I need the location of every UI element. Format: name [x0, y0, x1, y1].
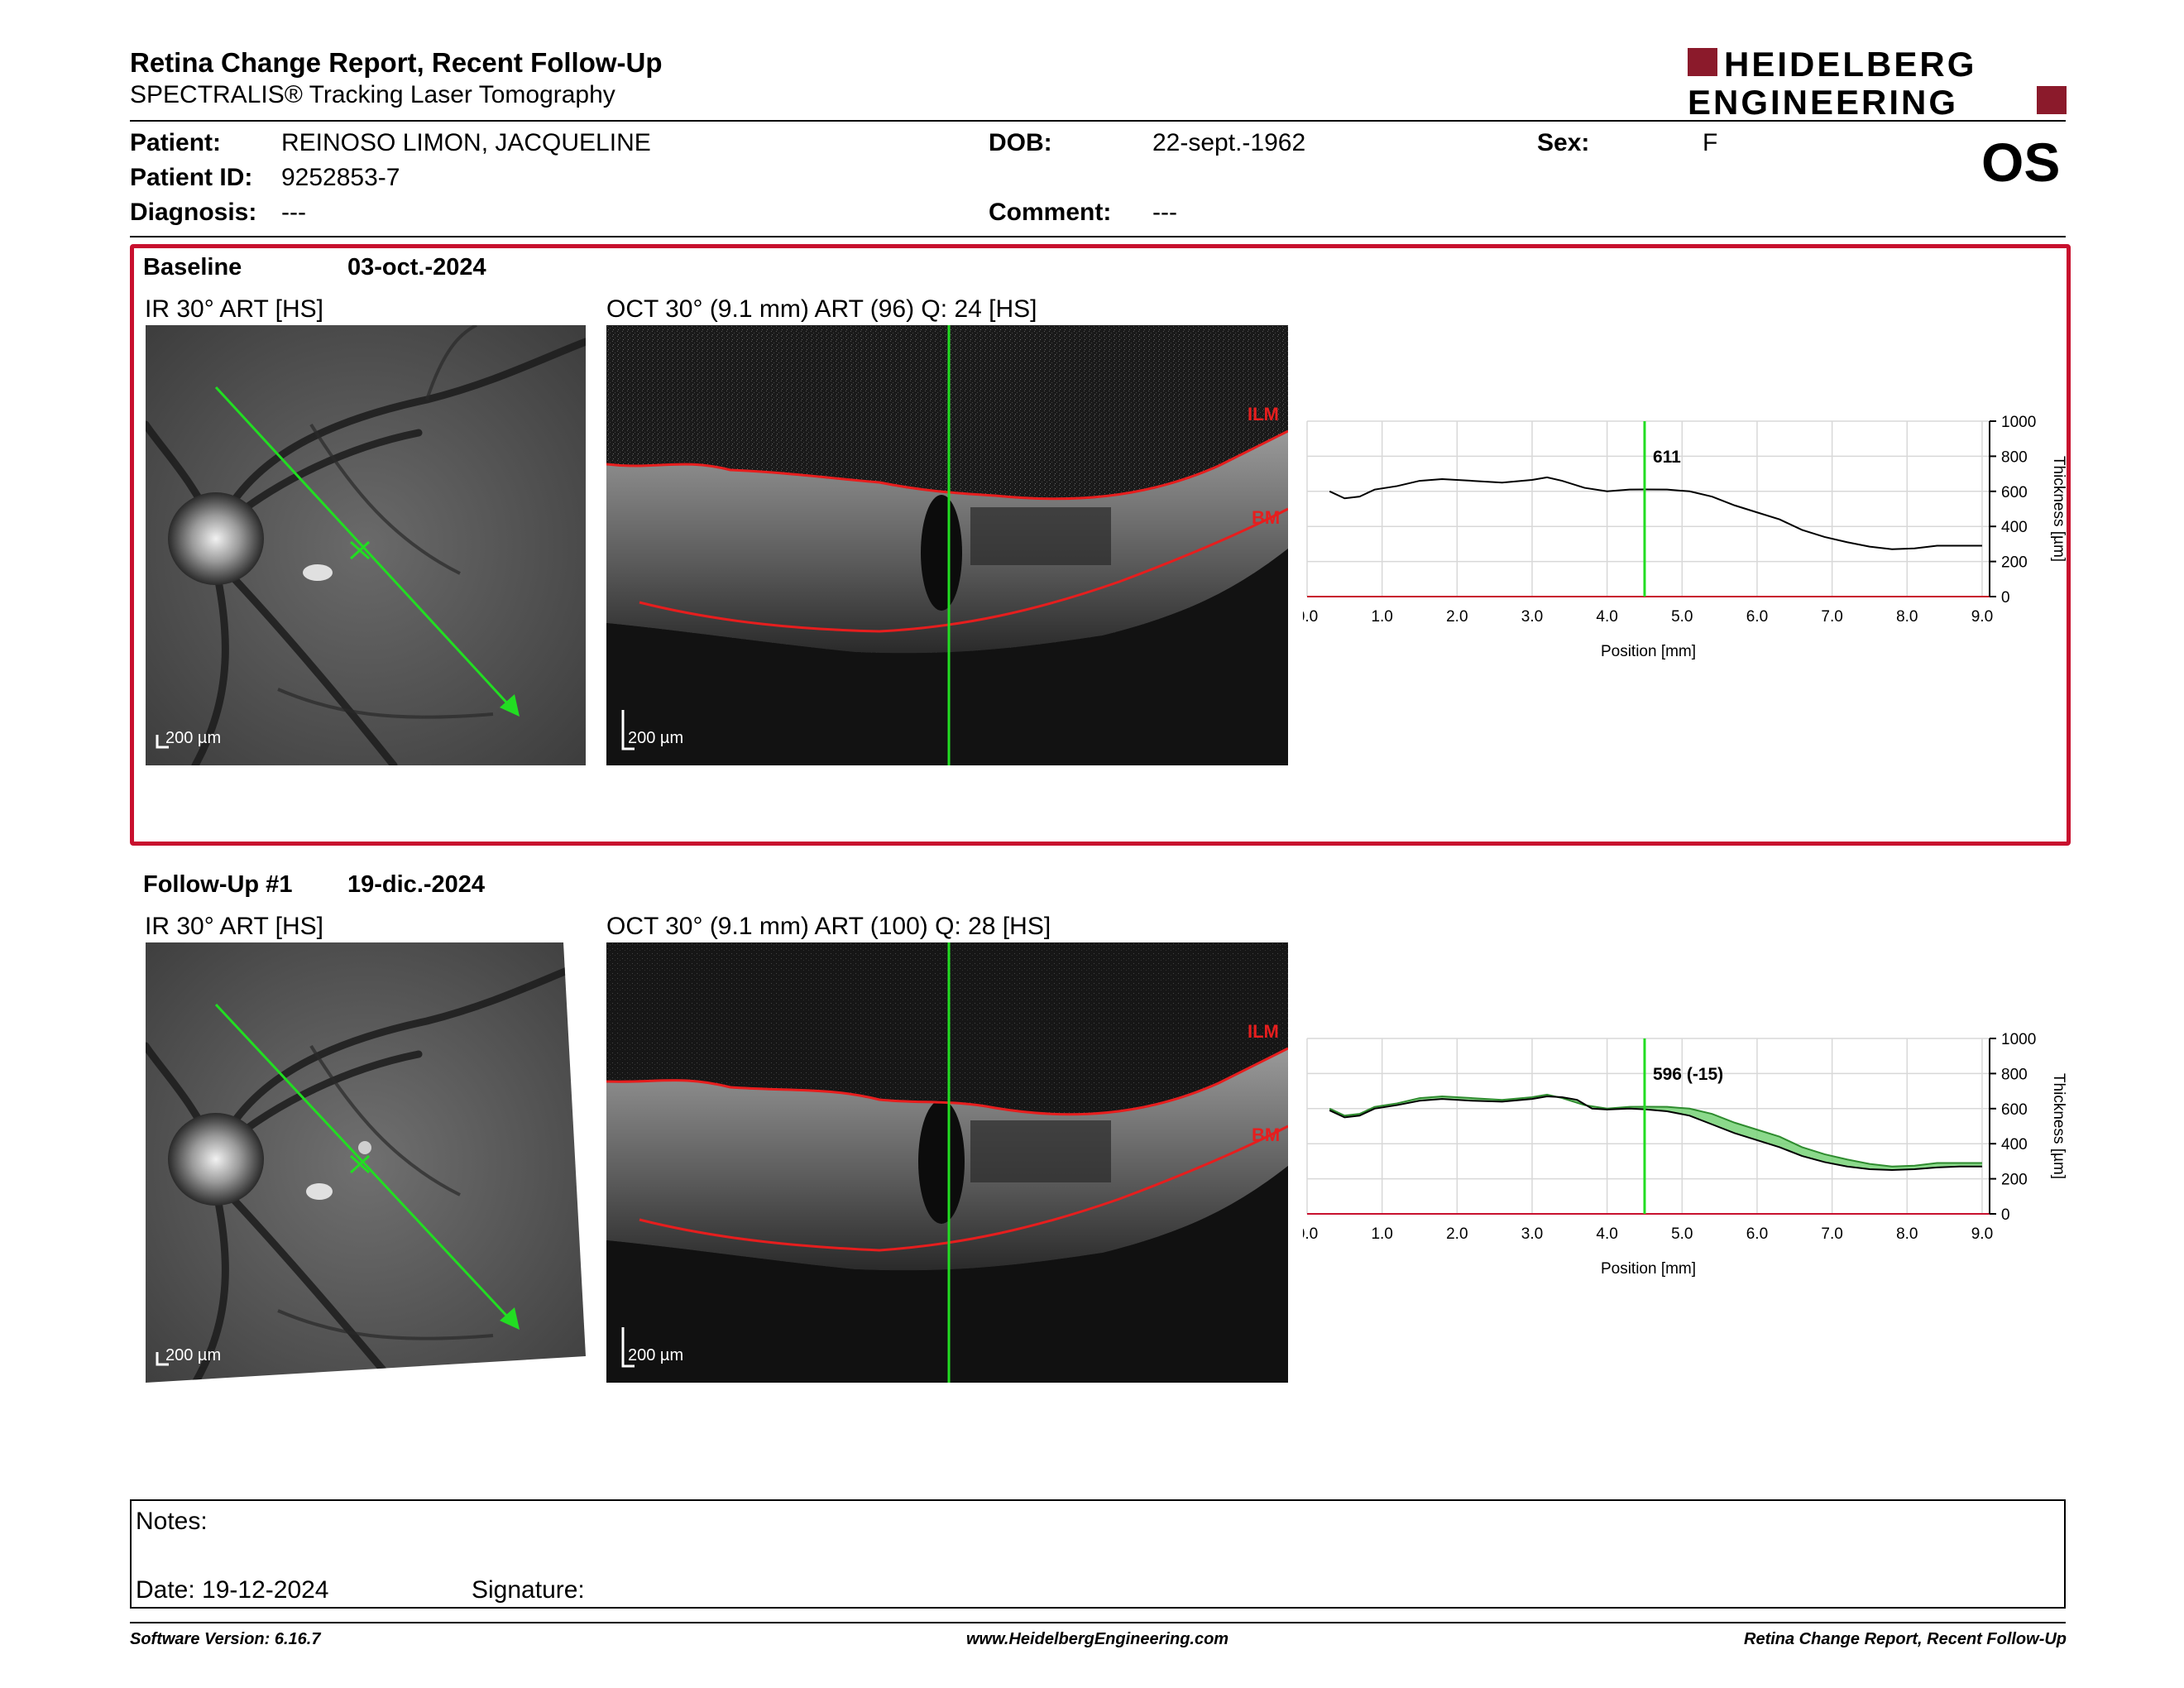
followup-ir-image: 200 µm: [146, 942, 586, 1383]
diagnosis-value: ---: [281, 199, 306, 226]
baseline-reference-line: [1329, 1093, 1982, 1168]
x-axis-label: Position [mm]: [1601, 643, 1696, 660]
y-axis-label: Thickness [µm]: [2050, 1073, 2067, 1179]
y-tick-label: 200: [2001, 554, 2028, 572]
svg-text:200 µm: 200 µm: [628, 729, 683, 747]
report-title: Retina Change Report, Recent Follow-Up: [130, 47, 663, 78]
x-tick-label: 1.0: [1371, 1225, 1392, 1243]
eye-laterality: OS: [1981, 132, 2061, 193]
svg-text:BM: BM: [1252, 507, 1280, 528]
heidelberg-logo: HEIDELBERG ENGINEERING: [1688, 46, 2067, 117]
notes-box[interactable]: [130, 1499, 2066, 1609]
y-tick-label: 600: [2001, 484, 2028, 501]
signature-label: Signature:: [472, 1576, 585, 1604]
footer-software-version: Software Version: 6.16.7: [130, 1630, 321, 1648]
x-tick-label: 6.0: [1746, 608, 1768, 626]
followup-oct-caption: OCT 30° (9.1 mm) ART (100) Q: 28 [HS]: [606, 913, 1051, 940]
y-tick-label: 400: [2001, 1136, 2028, 1153]
baseline-oct-caption: OCT 30° (9.1 mm) ART (96) Q: 24 [HS]: [606, 295, 1037, 323]
x-tick-label: 4.0: [1596, 1225, 1617, 1243]
svg-text:200 µm: 200 µm: [165, 1346, 221, 1364]
x-tick-label: 7.0: [1821, 1225, 1842, 1243]
comment-value: ---: [1152, 199, 1177, 226]
svg-text:ILM: ILM: [1248, 1021, 1279, 1042]
y-tick-label: 800: [2001, 1066, 2028, 1083]
x-tick-label: 9.0: [1971, 608, 1993, 626]
x-tick-label: 8.0: [1896, 608, 1918, 626]
patient-id: 9252853-7: [281, 164, 400, 191]
x-tick-label: 7.0: [1821, 608, 1842, 626]
svg-text:ILM: ILM: [1248, 404, 1279, 424]
x-tick-label: 4.0: [1596, 608, 1617, 626]
svg-text:HEIDELBERG: HEIDELBERG: [1724, 46, 1976, 84]
sex-value: F: [1703, 129, 1718, 156]
comment-label: Comment:: [989, 199, 1112, 226]
thickness-change-area: [1329, 1094, 1982, 1170]
notes-date: Date: 19-12-2024: [136, 1576, 329, 1604]
marker-value-label: 596 (-15): [1653, 1065, 1723, 1084]
x-tick-label: 3.0: [1521, 608, 1543, 626]
x-tick-label: 3.0: [1521, 1225, 1543, 1243]
baseline-ir-image: 200 µm: [146, 325, 586, 765]
x-tick-label: 0.0: [1303, 1225, 1318, 1243]
x-tick-label: 0.0: [1303, 608, 1318, 626]
sex-label: Sex:: [1537, 129, 1590, 156]
followup-oct-image: ILM BM 200 µm: [606, 942, 1288, 1383]
baseline-label: Baseline: [143, 254, 242, 281]
followup-thickness-chart: 0 200 400 600 800 1000 0.0 1.0 2.0 3.0 4.0 5.0 6.0 7.…: [1303, 1031, 2067, 1278]
y-axis-label: Thickness [µm]: [2050, 456, 2067, 562]
x-tick-label: 1.0: [1371, 608, 1392, 626]
baseline-panel: [130, 244, 2071, 846]
y-tick-label: 1000: [2001, 414, 2036, 431]
x-axis-label: Position [mm]: [1601, 1260, 1696, 1278]
footer-report-name: Retina Change Report, Recent Follow-Up: [1744, 1630, 2067, 1648]
svg-text:ENGINEERING: ENGINEERING: [1688, 83, 1958, 117]
y-tick-label: 0: [2001, 1206, 2010, 1224]
y-tick-label: 400: [2001, 519, 2028, 536]
diagnosis-label: Diagnosis:: [130, 199, 257, 226]
patient-name: REINOSO LIMON, JACQUELINE: [281, 129, 651, 156]
x-tick-label: 5.0: [1671, 1225, 1693, 1243]
svg-text:200 µm: 200 µm: [165, 729, 221, 747]
thickness-line: [1329, 1095, 1982, 1172]
notes-label: Notes:: [136, 1508, 208, 1535]
x-tick-label: 5.0: [1671, 608, 1693, 626]
footer-website[interactable]: www.HeidelbergEngineering.com: [966, 1630, 1229, 1648]
followup-date: 19-dic.-2024: [347, 871, 486, 898]
x-tick-label: 2.0: [1446, 608, 1468, 626]
baseline-date: 03-oct.-2024: [347, 254, 486, 281]
y-tick-label: 1000: [2001, 1031, 2036, 1048]
baseline-thickness-chart: 0 200 400 600 800 1000 0.0 1.0 2.0 3.0 4.0 5.0 6.0 7.…: [1303, 414, 2067, 660]
x-tick-label: 9.0: [1971, 1225, 1993, 1243]
x-tick-label: 8.0: [1896, 1225, 1918, 1243]
patient-id-label: Patient ID:: [130, 164, 253, 191]
x-tick-label: 2.0: [1446, 1225, 1468, 1243]
report-subtitle: SPECTRALIS® Tracking Laser Tomography: [130, 81, 615, 108]
marker-value-label: 611: [1653, 448, 1681, 467]
baseline-oct-image: ILM BM 200 µm: [606, 325, 1288, 765]
thickness-line: [1329, 476, 1982, 550]
svg-text:200 µm: 200 µm: [628, 1346, 683, 1364]
x-tick-label: 6.0: [1746, 1225, 1768, 1243]
dob-label: DOB:: [989, 129, 1052, 156]
dob-value: 22-sept.-1962: [1152, 129, 1306, 156]
y-tick-label: 0: [2001, 589, 2010, 607]
baseline-ir-caption: IR 30° ART [HS]: [145, 295, 323, 323]
patient-label: Patient:: [130, 129, 222, 156]
y-tick-label: 600: [2001, 1101, 2028, 1119]
y-tick-label: 800: [2001, 448, 2028, 466]
followup-label: Follow-Up #1: [143, 871, 293, 898]
svg-text:BM: BM: [1252, 1125, 1280, 1145]
y-tick-label: 200: [2001, 1172, 2028, 1189]
followup-ir-caption: IR 30° ART [HS]: [145, 913, 323, 940]
